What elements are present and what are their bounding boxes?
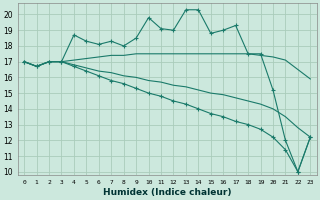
X-axis label: Humidex (Indice chaleur): Humidex (Indice chaleur) — [103, 188, 231, 197]
